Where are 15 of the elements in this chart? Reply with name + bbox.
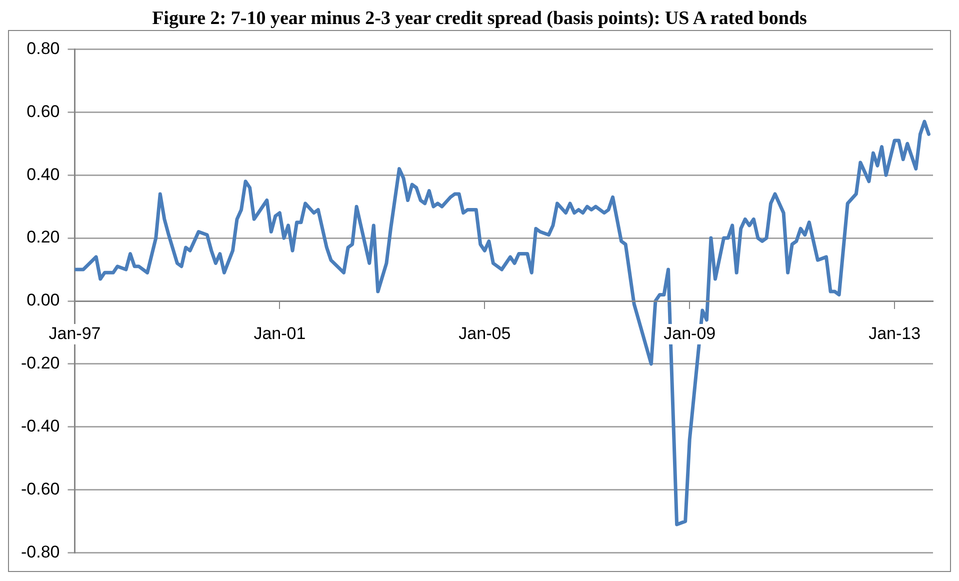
y-tick-label: 0.00 xyxy=(26,290,60,310)
x-tick-label: Jan-09 xyxy=(664,324,716,343)
x-tick-label: Jan-05 xyxy=(458,324,511,343)
y-tick-label: 0.20 xyxy=(26,228,60,247)
x-tick-label: Jan-01 xyxy=(254,324,306,343)
y-tick-label: -0.20 xyxy=(21,354,60,373)
y-tick-label: -0.60 xyxy=(21,480,60,499)
chart-title: Figure 2: 7-10 year minus 2-3 year credit spread (basis points): US A rated bonds xyxy=(151,8,808,30)
y-tick-label: -0.80 xyxy=(21,542,60,562)
y-tick-label: 0.80 xyxy=(26,38,60,58)
y-tick-label: 0.40 xyxy=(26,164,60,184)
x-tick-label: Jan-13 xyxy=(868,324,921,343)
y-tick-label: 0.60 xyxy=(26,102,60,121)
x-tick-label: Jan-97 xyxy=(48,324,101,343)
y-tick-label: -0.40 xyxy=(21,416,60,436)
